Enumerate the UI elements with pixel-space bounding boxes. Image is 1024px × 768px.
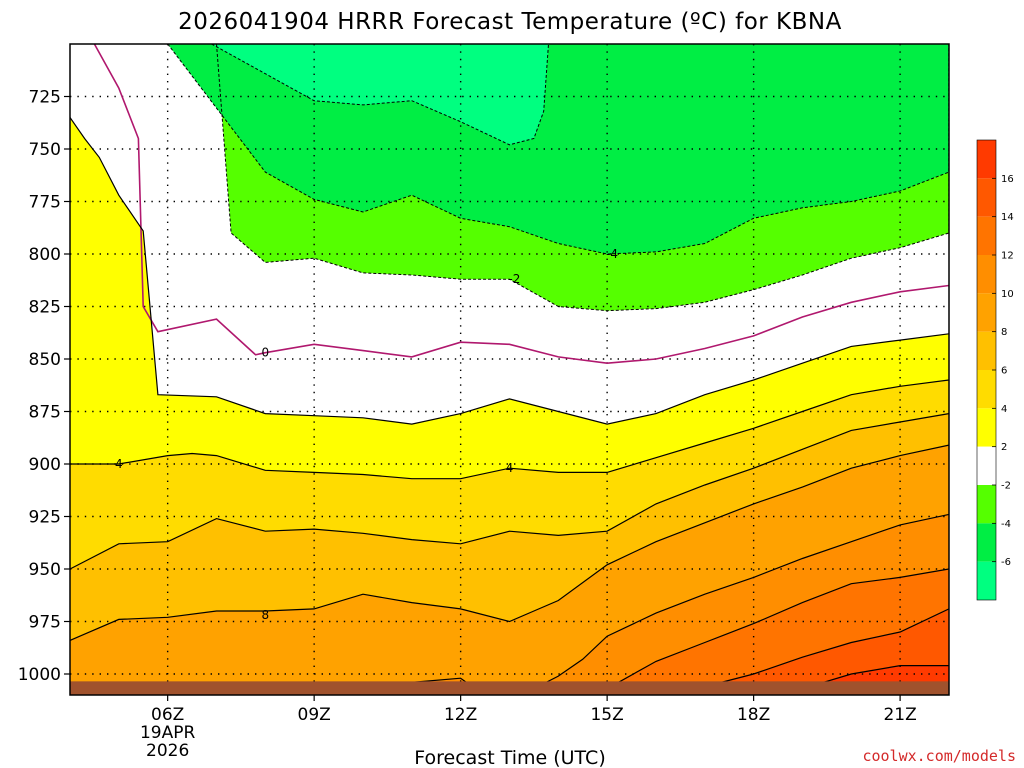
colorbar-swatch--8 xyxy=(977,561,996,600)
colorbar-swatch-10 xyxy=(977,255,996,294)
x-tick-label-12Z: 12Z xyxy=(444,705,477,725)
y-tick-label-1000: 1000 xyxy=(18,665,61,685)
colorbar-label-16: 16 xyxy=(1001,174,1014,185)
contour-plus8 xyxy=(70,444,949,641)
y-tick-label-950: 950 xyxy=(29,560,61,580)
x-tick-label-06Z: 06Z xyxy=(151,705,184,725)
colorbar-label--4: -4 xyxy=(1001,519,1011,530)
y-tick-label-725: 725 xyxy=(29,88,61,108)
colorbar-swatch-12 xyxy=(977,216,996,255)
contour-minus6 xyxy=(211,44,550,146)
colorbar-label-6: 6 xyxy=(1001,366,1007,377)
y-tick-label-850: 850 xyxy=(29,350,61,370)
colorbar-swatch--2 xyxy=(977,446,996,485)
colorbar-swatch--4 xyxy=(977,485,996,524)
contour-label-1: -2 xyxy=(508,272,520,286)
y-tick-label-825: 825 xyxy=(29,298,61,318)
contour-plus12 xyxy=(606,568,949,690)
x-tick-label-09Z: 09Z xyxy=(298,705,331,725)
colorbar-swatch-2 xyxy=(977,408,996,447)
chart-title: 2026041904 HRRR Forecast Temperature (ºC… xyxy=(178,9,842,35)
y-axis: 725 750 775 800 825 850 875 900 925 950 975 1000 xyxy=(18,88,70,685)
y-tick-label-900: 900 xyxy=(29,455,61,475)
y-tick-label-975: 975 xyxy=(29,613,61,633)
x-axis-label: Forecast Time (UTC) xyxy=(414,747,605,768)
contour-label-4: 4 xyxy=(506,461,514,475)
colorbar-swatch--6 xyxy=(977,523,996,562)
colorbar: 16 14 12 10 8 6 4 2 -2 -4 -6 xyxy=(976,139,1014,601)
colorbar-label-10: 10 xyxy=(1001,289,1014,300)
credit-text: coolwx.com/models xyxy=(862,747,1016,765)
contour-plus2 xyxy=(70,117,949,425)
contour-label-5: 8 xyxy=(261,608,269,622)
colorbar-swatch-14 xyxy=(977,178,996,217)
colorbar-label-8: 8 xyxy=(1001,327,1007,338)
colorbar-label--2: -2 xyxy=(1001,481,1011,492)
colorbar-swatch-6 xyxy=(977,331,996,370)
contour-plus4 xyxy=(70,379,949,480)
x-tick-label-18Z: 18Z xyxy=(737,705,770,725)
colorbar-swatch-16 xyxy=(977,140,996,179)
ground-surface-band xyxy=(70,681,949,695)
contour-label-3: 4 xyxy=(115,457,123,471)
colorbar-label-4: 4 xyxy=(1001,404,1007,415)
y-tick-label-775: 775 xyxy=(29,193,61,213)
y-tick-label-925: 925 xyxy=(29,508,61,528)
plot-frame xyxy=(69,43,950,696)
colorbar-swatch-4 xyxy=(977,370,996,409)
y-tick-label-750: 750 xyxy=(29,140,61,160)
x-tick-sublabel-1: 2026 xyxy=(146,741,189,761)
x-tick-sublabel-0: 19APR xyxy=(140,723,196,743)
contour-labels: -4 -2 0 4 4 8 xyxy=(115,247,618,622)
x-tick-label-21Z: 21Z xyxy=(883,705,916,725)
contour-label-0: -4 xyxy=(606,247,618,261)
contour-minus2 xyxy=(216,44,949,312)
contour-label-2: 0 xyxy=(261,346,269,360)
colorbar-swatch-8 xyxy=(977,293,996,332)
colorbar-label-12: 12 xyxy=(1001,251,1014,262)
colorbar-label-14: 14 xyxy=(1001,212,1014,223)
colorbar-label-2: 2 xyxy=(1001,442,1007,453)
contour-plus6 xyxy=(70,413,949,570)
x-tick-label-15Z: 15Z xyxy=(590,705,623,725)
band--8 xyxy=(211,44,549,145)
y-tick-label-800: 800 xyxy=(29,245,61,265)
y-tick-label-875: 875 xyxy=(29,403,61,423)
contour-minus4 xyxy=(167,44,949,255)
colorbar-label--6: -6 xyxy=(1001,557,1011,568)
